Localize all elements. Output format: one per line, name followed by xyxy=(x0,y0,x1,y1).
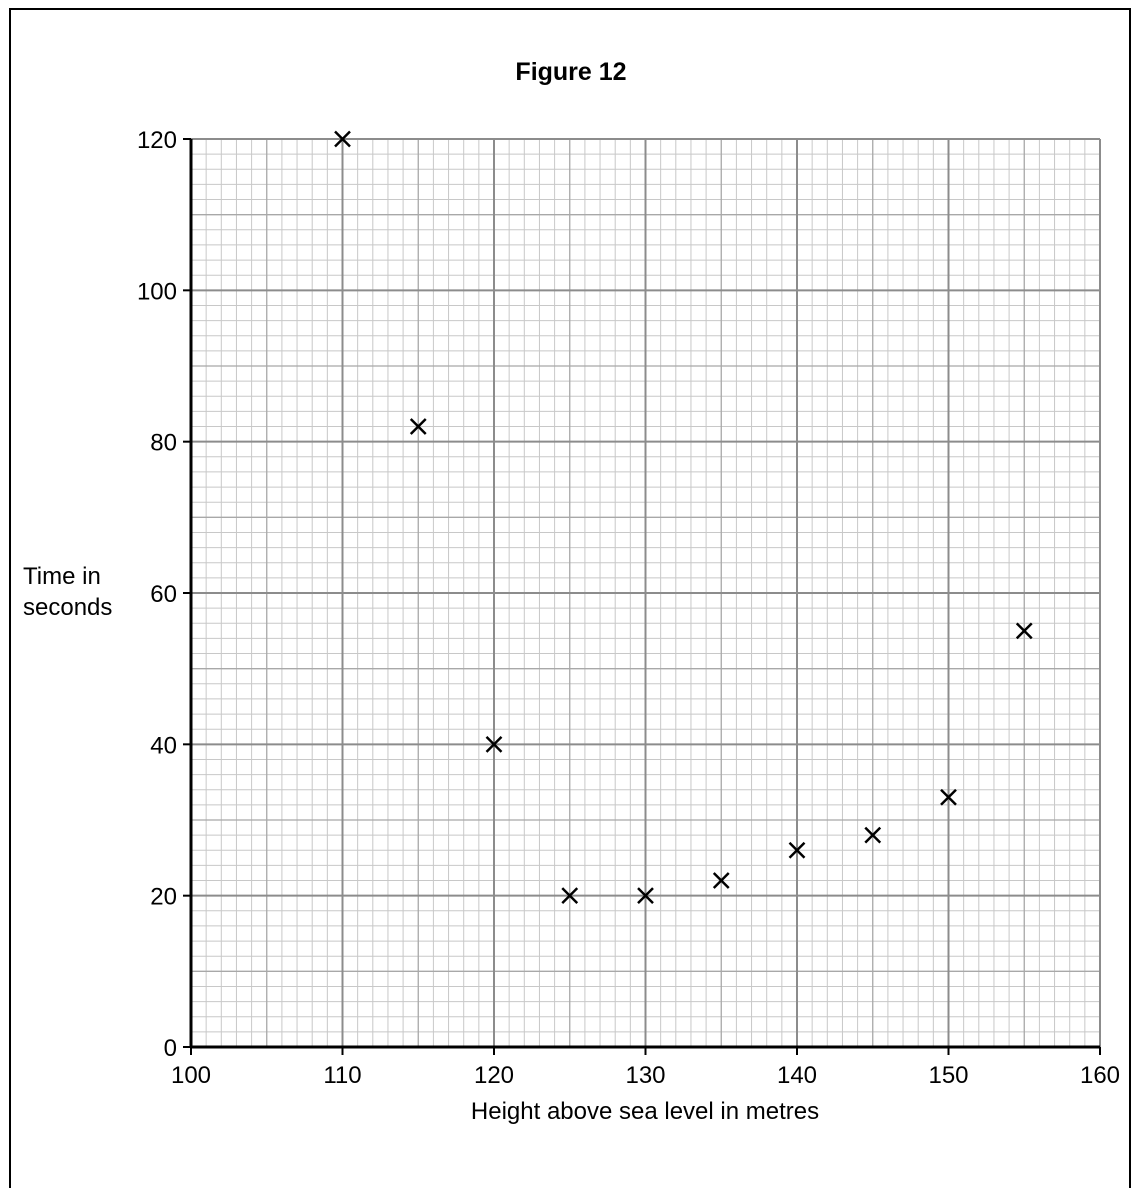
x-tick-label: 100 xyxy=(171,1062,211,1089)
marker-stroke xyxy=(561,887,579,905)
figure-frame xyxy=(9,8,1131,1188)
x-tick-label: 130 xyxy=(625,1062,665,1089)
marker-stroke xyxy=(864,826,882,844)
marker-stroke xyxy=(940,788,957,806)
data-point-marker xyxy=(864,826,882,844)
data-point-marker xyxy=(1015,622,1033,640)
major-grid xyxy=(190,138,1101,1048)
y-tick-label: 100 xyxy=(137,278,177,305)
data-point-marker xyxy=(940,788,957,806)
data-points xyxy=(334,130,1033,905)
y-tick-label: 40 xyxy=(150,732,177,759)
data-point-marker xyxy=(334,130,351,148)
y-tick-label: 20 xyxy=(150,884,177,911)
tick-labels: 100 110 120 130 140 150 160 0 20 40 60 80 100 120 xyxy=(137,127,1120,1089)
x-tick-label: 160 xyxy=(1080,1062,1120,1089)
marker-stroke xyxy=(485,735,503,753)
marker-stroke xyxy=(1015,622,1033,640)
y-axis-label-line-2: seconds xyxy=(23,594,113,621)
marker-stroke xyxy=(788,841,806,859)
data-point-marker xyxy=(637,887,654,905)
data-point-marker xyxy=(409,418,427,435)
marker-stroke xyxy=(712,872,730,889)
chart-title: Figure 12 xyxy=(515,58,627,86)
y-tick-label: 0 xyxy=(164,1035,177,1062)
x-tick-label: 110 xyxy=(323,1062,361,1089)
x-tick-label: 140 xyxy=(777,1062,817,1089)
y-tick-label: 60 xyxy=(150,581,177,608)
x-tick-label: 150 xyxy=(928,1062,968,1089)
x-tick-label: 120 xyxy=(474,1062,514,1089)
y-tick-label: 80 xyxy=(150,430,177,457)
x-axis-label: Height above sea level in metres xyxy=(470,1098,820,1125)
y-axis-label: Time in seconds xyxy=(23,561,112,623)
data-point-marker xyxy=(561,887,579,905)
marker-stroke xyxy=(637,887,654,905)
y-tick-label: 120 xyxy=(137,127,177,154)
data-point-marker xyxy=(788,841,806,859)
y-axis-label-line-1: Time in xyxy=(23,563,101,590)
marker-stroke xyxy=(334,130,351,148)
data-point-marker xyxy=(485,735,503,753)
data-point-marker xyxy=(712,872,730,889)
marker-stroke xyxy=(409,418,427,435)
